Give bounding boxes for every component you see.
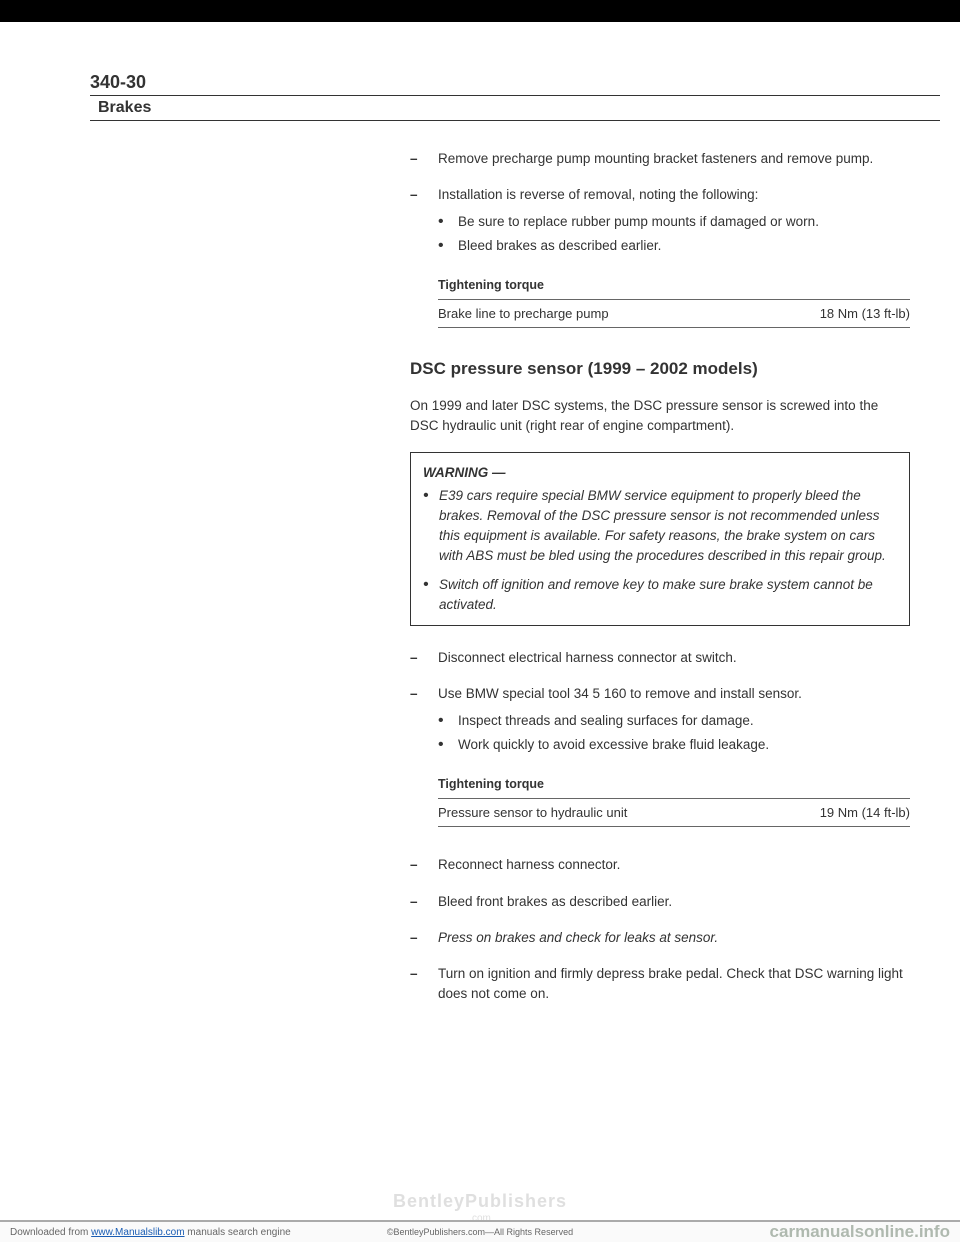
bullet-marker: • — [438, 711, 458, 731]
bullet-item: • Be sure to replace rubber pump mounts … — [438, 212, 910, 232]
torque-title: Tightening torque — [438, 276, 910, 300]
step-item: – Press on brakes and check for leaks at… — [410, 928, 910, 948]
footer-mid: ©BentleyPublishers.com—All Rights Reserv… — [323, 1227, 636, 1237]
section-header-box: Brakes — [90, 95, 940, 121]
step-item: – Remove precharge pump mounting bracket… — [410, 149, 910, 169]
page-container: 340-30 Brakes – Remove precharge pump mo… — [0, 22, 960, 1005]
footer-right-watermark: carmanualsonline.info — [637, 1222, 950, 1242]
step-main-text: Installation is reverse of removal, noti… — [438, 187, 758, 202]
dash-marker: – — [410, 928, 438, 948]
torque-row: Pressure sensor to hydraulic unit 19 Nm … — [438, 803, 910, 828]
step-item: – Reconnect harness connector. — [410, 855, 910, 875]
warning-bullet: • Switch off ignition and remove key to … — [423, 575, 897, 616]
step-text: Installation is reverse of removal, noti… — [438, 185, 910, 260]
bullet-list: • Be sure to replace rubber pump mounts … — [438, 212, 910, 257]
torque-label: Pressure sensor to hydraulic unit — [438, 803, 820, 823]
bullet-list: • Inspect threads and sealing surfaces f… — [438, 711, 910, 756]
torque-label: Brake line to precharge pump — [438, 304, 820, 324]
step-main-text: Use BMW special tool 34 5 160 to remove … — [438, 686, 802, 701]
footer-prefix: Downloaded from — [10, 1227, 91, 1238]
watermark-main: BentleyPublishers — [393, 1191, 567, 1212]
bullet-marker: • — [438, 236, 458, 256]
step-text: Bleed front brakes as described earlier. — [438, 892, 910, 912]
footer-suffix: manuals search engine — [185, 1227, 291, 1238]
page-footer: Downloaded from www.Manualslib.com manua… — [0, 1220, 960, 1242]
bullet-item: • Inspect threads and sealing surfaces f… — [438, 711, 910, 731]
step-item: – Installation is reverse of removal, no… — [410, 185, 910, 260]
warning-text: E39 cars require special BMW service equ… — [439, 486, 897, 567]
dash-marker: – — [410, 892, 438, 912]
warning-box: WARNING — • E39 cars require special BMW… — [410, 452, 910, 626]
step-text: Reconnect harness connector. — [438, 855, 910, 875]
body-paragraph: On 1999 and later DSC systems, the DSC p… — [410, 396, 910, 437]
torque-row: Brake line to precharge pump 18 Nm (13 f… — [438, 304, 910, 329]
step-item: – Use BMW special tool 34 5 160 to remov… — [410, 684, 910, 759]
step-item: – Turn on ignition and firmly depress br… — [410, 964, 910, 1005]
dash-marker: – — [410, 149, 438, 169]
bullet-text: Bleed brakes as described earlier. — [458, 236, 910, 256]
step-item: – Bleed front brakes as described earlie… — [410, 892, 910, 912]
content-area: – Remove precharge pump mounting bracket… — [410, 149, 910, 1005]
step-text: Disconnect electrical harness connector … — [438, 648, 910, 668]
bullet-marker: • — [423, 486, 439, 567]
section-title: Brakes — [98, 99, 151, 116]
bullet-text: Work quickly to avoid excessive brake fl… — [458, 735, 910, 755]
dash-marker: – — [410, 964, 438, 1005]
footer-left: Downloaded from www.Manualslib.com manua… — [10, 1227, 323, 1238]
step-text: Press on brakes and check for leaks at s… — [438, 928, 910, 948]
bullet-marker: • — [423, 575, 439, 616]
bullet-item: • Work quickly to avoid excessive brake … — [438, 735, 910, 755]
page-number: 340-30 — [90, 72, 940, 93]
step-text: Turn on ignition and firmly depress brak… — [438, 964, 910, 1005]
dash-marker: – — [410, 684, 438, 759]
footer-link[interactable]: www.Manualslib.com — [91, 1227, 184, 1238]
step-item: – Disconnect electrical harness connecto… — [410, 648, 910, 668]
torque-table: Tightening torque Pressure sensor to hyd… — [438, 775, 910, 827]
dash-marker: – — [410, 855, 438, 875]
section-heading: DSC pressure sensor (1999 – 2002 models) — [410, 356, 910, 382]
bullet-item: • Bleed brakes as described earlier. — [438, 236, 910, 256]
bullet-text: Inspect threads and sealing surfaces for… — [458, 711, 910, 731]
torque-title: Tightening torque — [438, 775, 910, 799]
torque-value: 19 Nm (14 ft-lb) — [820, 803, 910, 823]
top-black-bar — [0, 0, 960, 22]
warning-title: WARNING — — [423, 463, 897, 483]
step-text: Remove precharge pump mounting bracket f… — [438, 149, 910, 169]
warning-bullet: • E39 cars require special BMW service e… — [423, 486, 897, 567]
dash-marker: – — [410, 648, 438, 668]
dash-marker: – — [410, 185, 438, 260]
torque-table: Tightening torque Brake line to precharg… — [438, 276, 910, 328]
warning-text: Switch off ignition and remove key to ma… — [439, 575, 897, 616]
torque-value: 18 Nm (13 ft-lb) — [820, 304, 910, 324]
bullet-marker: • — [438, 212, 458, 232]
bullet-text: Be sure to replace rubber pump mounts if… — [458, 212, 910, 232]
bullet-marker: • — [438, 735, 458, 755]
step-text: Use BMW special tool 34 5 160 to remove … — [438, 684, 910, 759]
